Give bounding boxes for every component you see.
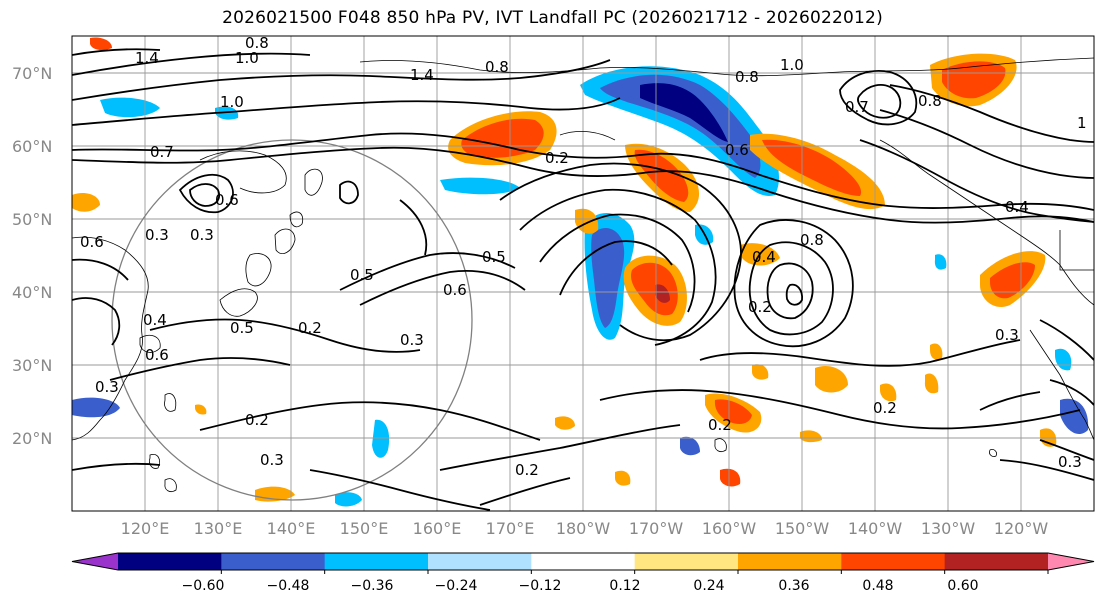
contour-label: 0.3 [145,226,169,244]
contour-label: 0.3 [400,331,424,349]
colorbar-cell [324,553,429,570]
contour-labels: 1.4 0.8 1.0 1.4 0.8 1.0 0.7 0.6 0.3 0.6 … [80,34,1087,479]
colorbar-cell [221,553,326,570]
range-ring [111,139,473,501]
colorbar-tick-label: 0.12 [609,578,640,594]
lon-label: 170°E [486,519,535,538]
lat-label-30n: 30°N [12,356,52,375]
lat-label-20n: 20°N [12,429,52,448]
contour-label: 0.2 [515,461,539,479]
lon-label: 150°W [775,519,830,538]
colorbar-tick-label: −0.24 [435,578,478,594]
contour-label: 0.3 [190,226,214,244]
contour-label: 0.3 [995,326,1019,344]
colorbar-segments [71,552,1095,571]
colorbar-tick-label: −0.48 [267,578,310,594]
lon-label: 180°W [556,519,611,538]
contour-label: 1.4 [410,66,434,84]
lon-label: 120°W [994,519,1049,538]
latitude-labels: 70°N 60°N 50°N 40°N 30°N 20°N [12,64,52,448]
contour-label: 0.3 [95,378,119,396]
colorbar-cell [428,553,532,570]
lon-label: 170°W [629,519,684,538]
colorbar-tick-label: −0.12 [519,578,562,594]
contour-label: 0.8 [918,92,942,110]
lon-label: 150°E [340,519,389,538]
colorbar: −0.60 −0.48 −0.36 −0.24 −0.12 0.12 0.24 … [71,552,1095,594]
colorbar-cell [634,553,739,570]
lat-label-40n: 40°N [12,283,52,302]
contour-label: 0.8 [735,68,759,86]
lat-label-50n: 50°N [12,210,52,229]
map-frame [71,35,1095,512]
contour-label: 0.4 [143,311,167,329]
lat-label-70n: 70°N [12,64,52,83]
contour-label: 0.6 [443,281,467,299]
pv-contours [72,48,1094,511]
contour-label: 0.4 [1005,198,1029,216]
contour-label: 0.2 [245,411,269,429]
contour-label: 1.0 [220,93,244,111]
contour-label: 0.7 [150,143,174,161]
colorbar-cell [841,553,946,570]
colorbar-tick-label: 0.24 [693,578,724,594]
contour-label: 0.8 [800,231,824,249]
lon-label: 160°W [702,519,757,538]
colorbar-tick-label: −0.36 [351,578,394,594]
colorbar-tick-labels: −0.60 −0.48 −0.36 −0.24 −0.12 0.12 0.24 … [182,578,979,594]
contour-label: 1 [1077,114,1087,132]
colorbar-tick-label: 0.60 [947,578,978,594]
graticule [72,36,1094,511]
contour-label: 0.6 [725,141,749,159]
contour-label: 1.0 [235,49,259,67]
pv-positive-shading [72,37,1057,502]
colorbar-tick-label: 0.36 [778,578,809,594]
contour-label: 0.2 [873,399,897,417]
colorbar-extend-max-arrow [1048,553,1094,570]
contour-label: 0.8 [245,34,269,52]
contour-label: 0.7 [845,98,869,116]
contour-label: 0.5 [482,248,506,266]
contour-label: 0.5 [350,266,374,284]
contour-label: 0.3 [1058,453,1082,471]
longitude-labels: 120°E 130°E 140°E 150°E 160°E 170°E 180°… [121,519,1049,538]
colorbar-ticks [220,570,1049,574]
contour-label: 0.4 [752,248,776,266]
lon-label: 130°E [194,519,243,538]
lon-label: 160°E [413,519,462,538]
lat-label-60n: 60°N [12,137,52,156]
contour-label: 1.4 [135,49,159,67]
lon-label: 140°E [267,519,316,538]
map-panel: 1.4 0.8 1.0 1.4 0.8 1.0 0.7 0.6 0.3 0.6 … [72,34,1094,511]
lon-label: 120°E [121,519,170,538]
map-title: 2026021500 F048 850 hPa PV, IVT Landfall… [222,8,883,28]
colorbar-cell [531,553,636,570]
contour-label: 0.6 [145,346,169,364]
contour-label: 0.2 [748,298,772,316]
lon-label: 130°W [921,519,976,538]
contour-label: 0.5 [230,319,254,337]
contour-label: 0.8 [485,58,509,76]
colorbar-cell [944,553,1049,570]
colorbar-extend-min-arrow [72,553,118,570]
contour-label: 0.6 [215,191,239,209]
colorbar-tick-label: 0.48 [862,578,893,594]
colorbar-outline [71,552,1095,571]
contour-label: 0.6 [80,233,104,251]
contour-label: 0.2 [545,149,569,167]
colorbar-cell [118,553,222,570]
contour-label: 1.0 [780,56,804,74]
contour-label: 0.2 [708,416,732,434]
contour-label: 0.3 [260,451,284,469]
lon-label: 140°W [848,519,903,538]
colorbar-cell [738,553,842,570]
colorbar-tick-label: −0.60 [182,578,225,594]
contour-label: 0.2 [298,319,322,337]
